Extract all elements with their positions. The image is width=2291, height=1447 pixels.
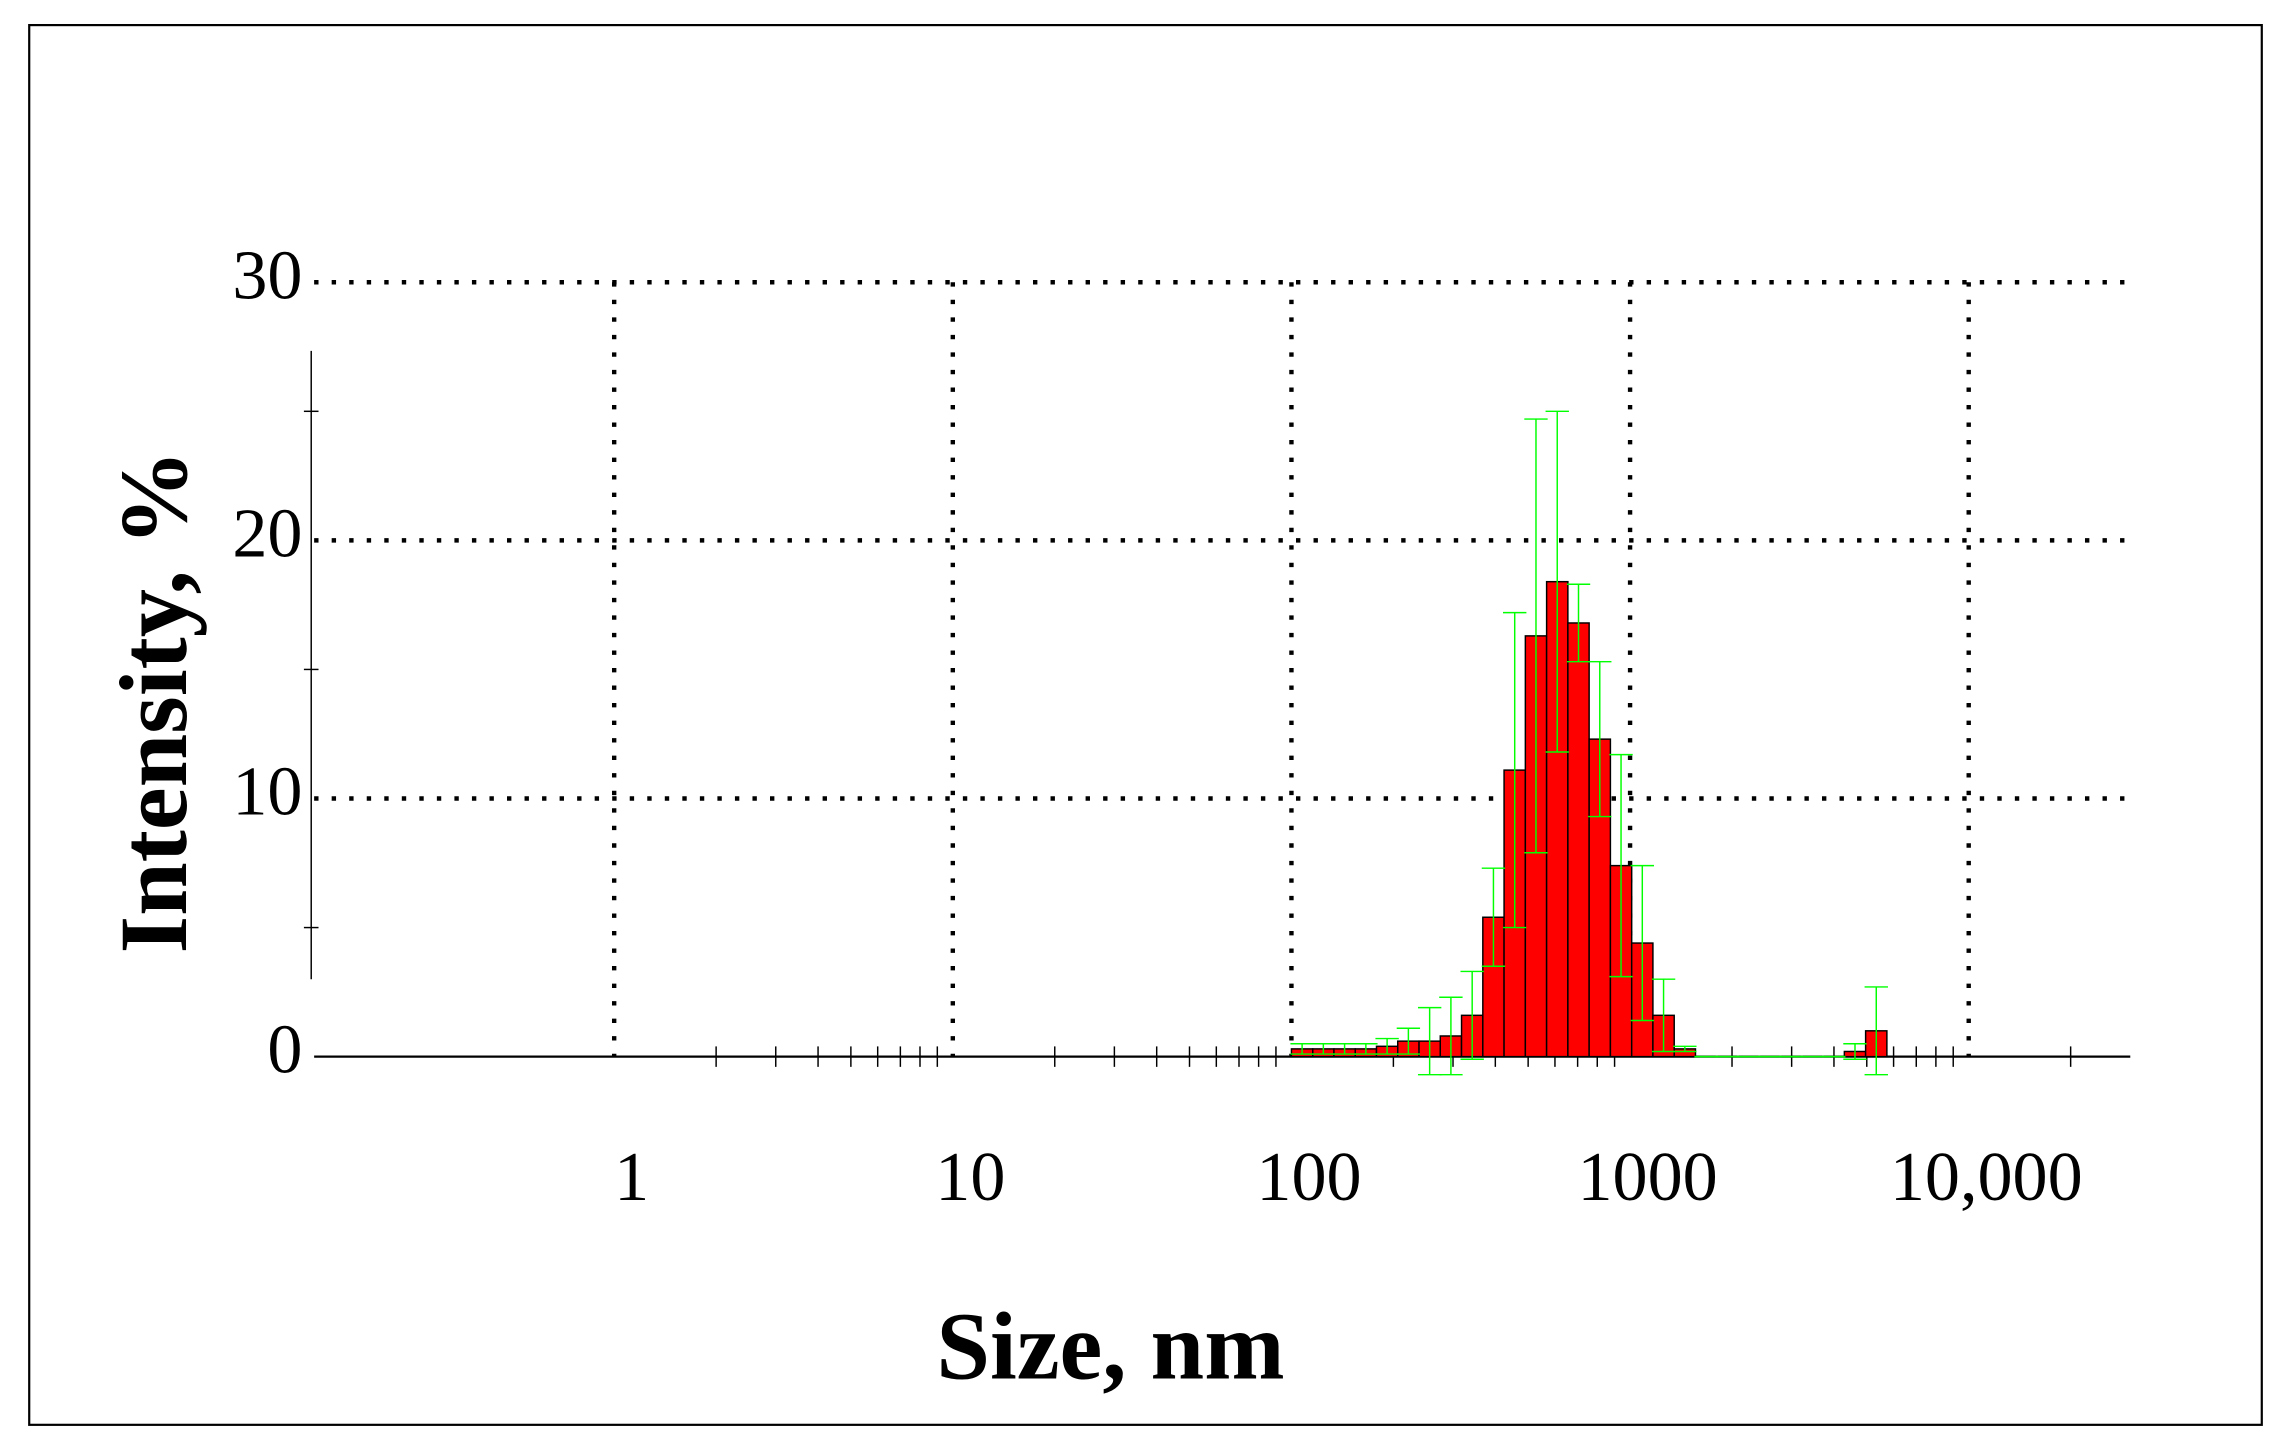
error-bar (1609, 753, 1633, 978)
frame (28, 23, 2263, 1426)
error-bar (1651, 978, 1676, 1053)
error-bar (1332, 1042, 1357, 1055)
x-tick-label: 10 (935, 1139, 1005, 1216)
x-tick-label: 1000 (1577, 1139, 1717, 1216)
error-bar (1566, 583, 1591, 663)
error-bar (1630, 864, 1654, 1022)
error-bar (1588, 660, 1612, 818)
error-bar (1843, 1042, 1867, 1060)
error-bar (1864, 986, 1888, 1076)
error-bar (1396, 1027, 1421, 1055)
error-bar (1375, 1037, 1399, 1055)
error-bar (1460, 970, 1484, 1060)
y-tick-label: 10 (232, 754, 302, 831)
x-tick-label: 1 (614, 1139, 649, 1216)
error-bar (1524, 418, 1548, 854)
x-axis-title: Size, nm (936, 1292, 1284, 1399)
error-bar (1311, 1042, 1336, 1055)
bar (1567, 622, 1590, 1058)
y-tick-label: 0 (267, 1012, 302, 1089)
error-bar (1439, 996, 1463, 1076)
error-bar (1481, 867, 1506, 968)
x-tick-label: 100 (1256, 1139, 1361, 1216)
error-bar (1503, 611, 1527, 929)
y-axis-title: Intensity, % (100, 450, 207, 954)
y-tick-label: 20 (232, 495, 302, 572)
error-bar (1354, 1042, 1378, 1055)
error-bar (1545, 410, 1569, 753)
error-bar (1290, 1042, 1314, 1055)
x-tick-label: 10,000 (1890, 1139, 2083, 1216)
error-bar (1673, 1045, 1697, 1053)
error-bar (1417, 1006, 1442, 1076)
y-tick-label: 30 (232, 237, 302, 314)
